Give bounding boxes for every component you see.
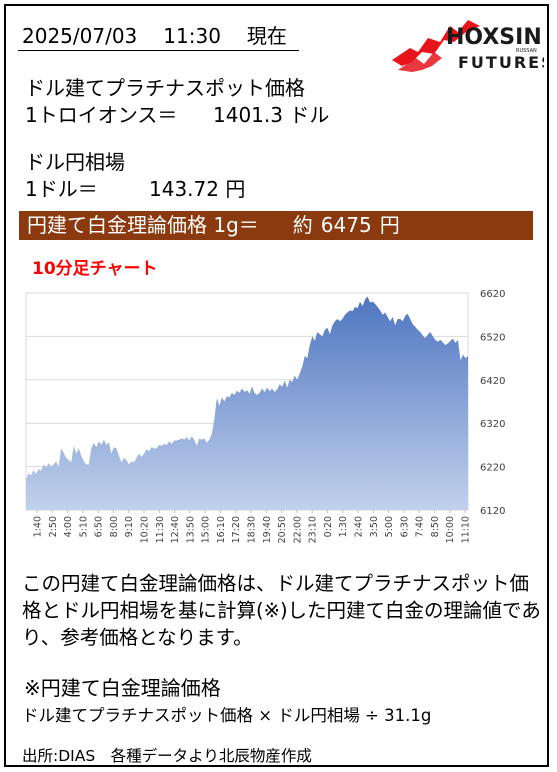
hoxsin-logo: HOXSIN RUSSAN FUTURES <box>392 20 544 72</box>
fx-rate-row: 1ドル＝ 143.72 円 <box>25 173 245 202</box>
platinum-title: ドル建てプラチナスポット価格 <box>25 76 305 100</box>
x-tick-label: 20:50 <box>277 516 288 543</box>
fx-unit-label: 1ドル＝ <box>25 177 98 201</box>
x-tick-label: 12:40 <box>170 516 181 543</box>
x-tick-label: 0:20 <box>323 516 334 537</box>
platinum-price-row: 1トロイオンス＝ 1401.3 ドル <box>25 99 329 128</box>
y-tick-label: 6320 <box>480 419 505 430</box>
x-tick-label: 23:10 <box>308 516 319 543</box>
x-tick-label: 1:40 <box>33 516 44 537</box>
x-tick-label: 3:50 <box>369 516 380 537</box>
x-tick-label: 5:00 <box>384 516 395 537</box>
logo-sub: FUTURES <box>458 53 544 72</box>
x-tick-label: 2:50 <box>48 516 59 537</box>
platinum-unit: ドル <box>289 103 330 127</box>
x-tick-label: 11:10 <box>461 516 472 543</box>
x-tick-label: 10:20 <box>140 516 151 543</box>
source-text: 出所:DIAS 各種データより北辰物産作成 <box>22 747 312 765</box>
fx-title: ドル円相場 <box>25 150 125 174</box>
status-text: 現在 <box>246 24 287 48</box>
banner-approx: 約 <box>292 213 313 237</box>
x-tick-label: 6:30 <box>399 516 410 537</box>
banner-value: 6475 <box>320 213 372 237</box>
x-tick-label: 8:50 <box>430 516 441 537</box>
platinum-value: 1401.3 <box>213 103 283 127</box>
x-tick-label: 16:10 <box>216 516 227 543</box>
chart-title: 10分足チャート <box>32 259 158 279</box>
x-tick-label: 18:30 <box>247 516 258 543</box>
x-tick-label: 5:10 <box>78 516 89 537</box>
x-tick-label: 17:20 <box>231 516 242 543</box>
x-tick-label: 11:30 <box>155 516 166 543</box>
x-tick-label: 7:40 <box>415 516 426 537</box>
y-tick-label: 6620 <box>480 289 505 300</box>
banner-unit: 円 <box>379 213 400 237</box>
theoretical-price-banner: 円建て白金理論価格 1g＝ 約 6475 円 <box>19 211 533 240</box>
x-tick-label: 4:00 <box>63 516 74 537</box>
x-tick-label: 13:50 <box>185 516 196 543</box>
x-tick-label: 15:00 <box>201 516 212 543</box>
platinum-unit-label: 1トロイオンス＝ <box>25 103 178 127</box>
fx-value: 143.72 <box>149 177 219 201</box>
x-tick-label: 6:50 <box>94 516 105 537</box>
y-tick-label: 6420 <box>480 376 505 387</box>
logo-name: HOXSIN <box>446 25 542 50</box>
price-chart: 6120 6220 6320 6420 6520 6620 1:40 2:50 4:00 5:10… <box>25 289 505 543</box>
x-tick-label: 8:00 <box>109 516 120 537</box>
logo-tag: RUSSAN <box>516 48 537 54</box>
price-area <box>26 296 468 510</box>
description-text: この円建て白金理論価格は、ドル建てプラチナスポット価格とドル円相場を基に計算(※… <box>22 572 541 649</box>
x-tick-label: 22:00 <box>292 516 303 543</box>
timestamp-header: 2025/07/03 11:30 現在 <box>18 20 299 51</box>
x-tick-label: 9:10 <box>124 516 135 537</box>
y-tick-label: 6520 <box>480 332 505 343</box>
y-tick-label: 6120 <box>480 506 505 517</box>
date-text: 2025/07/03 <box>22 24 138 48</box>
x-tick-label: 10:00 <box>445 516 456 543</box>
fx-unit: 円 <box>225 177 246 201</box>
logo-swoosh <box>392 20 480 66</box>
x-tick-label: 19:40 <box>262 516 273 543</box>
x-tick-label: 1:30 <box>338 516 349 537</box>
banner-label: 円建て白金理論価格 1g＝ <box>27 213 259 237</box>
x-tick-label: 2:40 <box>354 516 365 537</box>
note-title: ※円建て白金理論価格 <box>24 676 221 700</box>
y-tick-label: 6220 <box>480 463 505 474</box>
note-formula: ドル建てプラチナスポット価格 × ドル円相場 ÷ 31.1g <box>22 706 432 725</box>
time-text: 11:30 <box>163 24 221 48</box>
